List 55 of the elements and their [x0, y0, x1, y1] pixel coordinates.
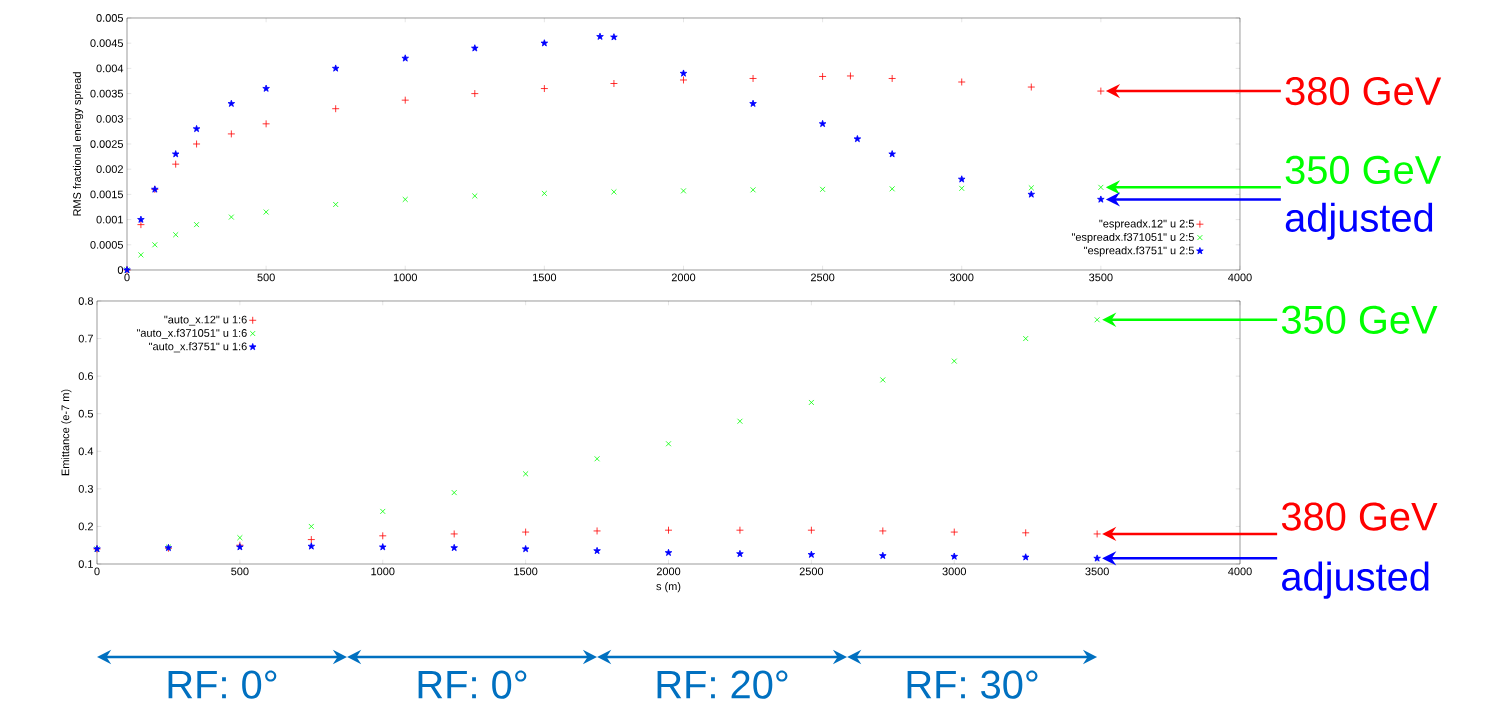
- y-tick-label: 0.1: [78, 560, 93, 568]
- x-axis-title: s (m): [656, 582, 681, 593]
- legend-label: "espreadx.12" u 2:5: [1099, 219, 1194, 230]
- legend-label: "auto_x.12" u 1:6: [164, 315, 247, 326]
- y-tick-label: 0.3: [78, 484, 93, 493]
- y-tick-label: 0.2: [78, 522, 93, 531]
- text: RF: 20°: [657, 670, 788, 699]
- y-tick-label: 0.7: [78, 334, 93, 343]
- x-tick-label: 2000: [671, 273, 696, 282]
- text: 350 GeV: [1285, 155, 1442, 185]
- y-tick-label: 0.005: [96, 14, 124, 22]
- y-tick-label: 0.0005: [90, 240, 124, 249]
- text: adjusted: [1282, 561, 1429, 599]
- x-tick-label: 3000: [942, 567, 966, 576]
- x-tick-label: 4000: [1228, 273, 1252, 282]
- x-tick-label: 2500: [810, 273, 835, 282]
- x-tick-label: 3000: [949, 273, 974, 282]
- text: RF: 0°: [418, 670, 527, 699]
- text: adjusted: [1285, 202, 1433, 240]
- text: 380 GeV: [1285, 76, 1442, 106]
- y-tick-label: 0.5: [78, 409, 94, 418]
- legend-label: "espreadx.f3751" u 2:5: [1084, 246, 1194, 257]
- y-tick-label: 0.002: [96, 165, 123, 174]
- y-tick-label: 0.0045: [90, 39, 124, 48]
- x-tick-label: 3500: [1089, 273, 1113, 282]
- legend-label: "espreadx.f371051" u 2:5: [1071, 232, 1194, 244]
- y-tick-label: 0: [117, 266, 124, 274]
- text: RF: 30°: [907, 670, 1038, 699]
- y-tick-label: 0.0015: [90, 190, 124, 199]
- x-tick-label: 0: [124, 273, 130, 282]
- text: 350 GeV: [1281, 305, 1438, 334]
- x-tick-label: 1000: [393, 273, 417, 282]
- y-tick-label: 0.4: [78, 447, 94, 456]
- y-tick-label: 0.004: [96, 64, 124, 73]
- y-tick-label: 0.0025: [90, 140, 124, 148]
- y-axis-title: Emittance (e-7 m): [61, 389, 72, 476]
- y-axis-title: RMS fractional energy spread: [72, 72, 84, 216]
- x-tick-label: 4000: [1228, 567, 1252, 576]
- legend-label: "auto_x.f3751" u 1:6: [149, 342, 247, 353]
- y-tick-label: 0.6: [78, 372, 93, 381]
- x-tick-label: 2500: [799, 567, 824, 576]
- y-tick-label: 0.0035: [90, 89, 124, 98]
- x-tick-label: 2000: [656, 567, 681, 576]
- legend-label: "auto_x.f371051" u 1:6: [136, 328, 247, 339]
- y-tick-label: 0.001: [96, 215, 123, 224]
- x-tick-label: 3500: [1085, 567, 1109, 576]
- text: 380 GeV: [1281, 502, 1438, 531]
- x-tick-label: 500: [231, 567, 249, 576]
- x-tick-label: 1500: [533, 273, 557, 282]
- x-tick-label: 1000: [371, 567, 395, 576]
- text: RF: 0°: [168, 670, 277, 699]
- x-tick-label: 1500: [514, 567, 538, 576]
- y-tick-label: 0.003: [96, 114, 123, 123]
- x-tick-label: 500: [257, 273, 275, 282]
- y-tick-label: 0.8: [78, 297, 93, 305]
